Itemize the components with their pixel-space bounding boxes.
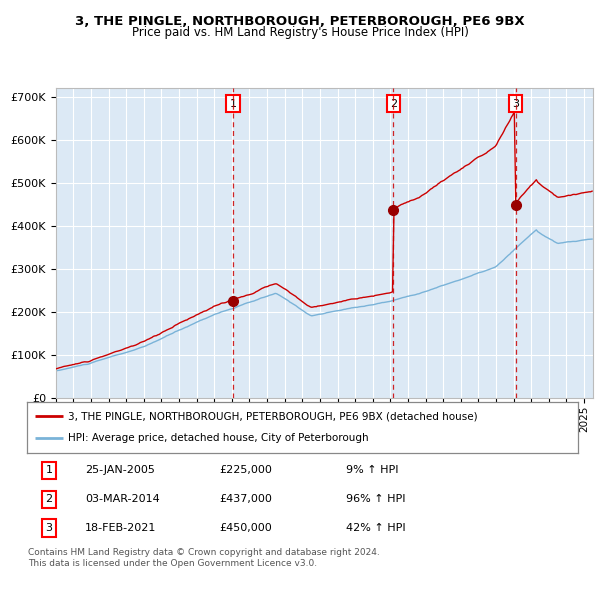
Text: 18-FEB-2021: 18-FEB-2021 bbox=[85, 523, 156, 533]
Text: 9% ↑ HPI: 9% ↑ HPI bbox=[346, 466, 399, 476]
Text: 3: 3 bbox=[512, 99, 519, 109]
Text: 96% ↑ HPI: 96% ↑ HPI bbox=[346, 494, 406, 504]
Text: 2: 2 bbox=[390, 99, 397, 109]
Text: 25-JAN-2005: 25-JAN-2005 bbox=[85, 466, 155, 476]
Text: 03-MAR-2014: 03-MAR-2014 bbox=[85, 494, 160, 504]
Text: £450,000: £450,000 bbox=[220, 523, 272, 533]
Text: 42% ↑ HPI: 42% ↑ HPI bbox=[346, 523, 406, 533]
Text: 1: 1 bbox=[230, 99, 236, 109]
Text: Price paid vs. HM Land Registry's House Price Index (HPI): Price paid vs. HM Land Registry's House … bbox=[131, 26, 469, 39]
Text: £437,000: £437,000 bbox=[220, 494, 272, 504]
Text: 2: 2 bbox=[46, 494, 53, 504]
Text: 3, THE PINGLE, NORTHBOROUGH, PETERBOROUGH, PE6 9BX: 3, THE PINGLE, NORTHBOROUGH, PETERBOROUG… bbox=[75, 15, 525, 28]
Text: HPI: Average price, detached house, City of Peterborough: HPI: Average price, detached house, City… bbox=[68, 434, 369, 444]
Text: 1: 1 bbox=[46, 466, 53, 476]
Text: 3, THE PINGLE, NORTHBOROUGH, PETERBOROUGH, PE6 9BX (detached house): 3, THE PINGLE, NORTHBOROUGH, PETERBOROUG… bbox=[68, 411, 478, 421]
Text: £225,000: £225,000 bbox=[220, 466, 272, 476]
Text: 3: 3 bbox=[46, 523, 53, 533]
Text: Contains HM Land Registry data © Crown copyright and database right 2024.
This d: Contains HM Land Registry data © Crown c… bbox=[28, 548, 380, 568]
